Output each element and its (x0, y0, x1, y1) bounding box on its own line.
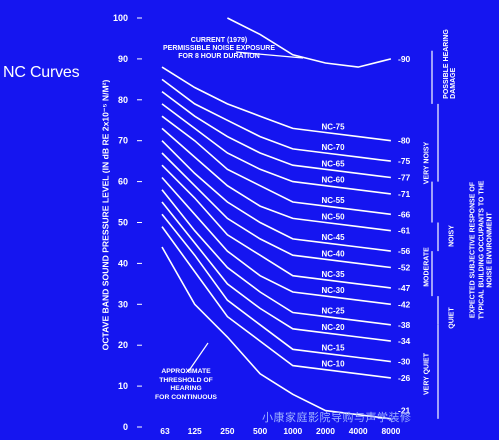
threshold-annotation: APPROXIMATE THRESHOLD OF HEARING FOR CON… (144, 368, 228, 402)
y-axis-title: OCTAVE BAND SOUND PRESSURE LEVEL (IN dB … (101, 80, 112, 351)
curve-osha (227, 17, 392, 68)
osha-line-3: FOR 8 HOUR DURATION (178, 53, 260, 60)
y-tick-label: 60 (118, 177, 128, 187)
curves (161, 17, 392, 420)
threshold-leader-line (187, 342, 209, 373)
curve-label: NC-65 (321, 159, 345, 168)
right-value-label: -42 (398, 299, 411, 309)
curve-label: NC-55 (321, 196, 345, 205)
x-tick-label: 4000 (349, 426, 368, 436)
curve-label: NC-70 (321, 143, 345, 152)
curve-nc-15 (161, 213, 391, 363)
curve-nc-45 (161, 140, 391, 252)
right-value-label: -30 (398, 357, 411, 367)
right-value-label: -56 (398, 246, 411, 256)
x-tick-label: 500 (253, 426, 267, 436)
y-tick-label: 80 (118, 95, 128, 105)
curve-label: NC-45 (321, 233, 345, 242)
curve-label: NC-25 (321, 307, 345, 316)
threshold-line-2: THRESHOLD OF (159, 376, 213, 384)
curve-nc-50 (161, 127, 391, 232)
right-value-label: -75 (398, 156, 411, 166)
threshold-line-3: HEARING (170, 385, 202, 392)
band-label-very-noisy: VERY NOISY (423, 141, 431, 185)
curve-nc-65 (161, 90, 391, 179)
curve-label: NC-10 (321, 360, 345, 369)
curve-nc-35 (161, 164, 391, 289)
curve-threshold (161, 246, 391, 420)
annotation-leaders (187, 51, 304, 373)
band-label-quiet: QUIET (448, 307, 456, 329)
y-tick-label: 50 (118, 218, 128, 228)
subjective-response-note: EXPECTED SUBJECTIVE RESPONSE OF TYPICAL … (469, 180, 494, 320)
curve-label: NC-30 (321, 286, 345, 295)
right-value-label: -66 (398, 209, 411, 219)
curve-nc-55 (161, 115, 391, 216)
right-value-label: -47 (398, 283, 411, 293)
osha-line-2: PERMISSIBLE NOISE EXPOSURE (162, 45, 276, 52)
right-value-label: -21 (398, 406, 411, 416)
threshold-line-1: APPROXIMATE (161, 368, 211, 375)
curve-label: NC-20 (321, 323, 345, 332)
y-tick-label: 10 (118, 381, 128, 391)
band-label-possible-hearing-damage: POSSIBLE HEARING DAMAGE (443, 29, 457, 99)
curve-label: NC-35 (321, 270, 345, 279)
x-tick-label: 1000 (283, 426, 302, 436)
osha-annotation: CURRENT (1979) PERMISSIBLE NOISE EXPOSUR… (139, 37, 299, 61)
curve-nc-70 (161, 78, 391, 162)
y-axis-ticks: 0 10 20 30 40 50 60 70 80 90 100 (113, 13, 142, 432)
band-dividers (431, 50, 439, 419)
right-value-label: -90 (398, 54, 411, 64)
y-tick-label: 40 (118, 258, 128, 268)
curve-nc-60 (161, 103, 391, 195)
band-label-noisy: NOISY (448, 225, 456, 247)
x-axis-ticks: 63 125 250 500 1000 2000 4000 8000 (160, 426, 400, 436)
curve-label: NC-60 (321, 176, 345, 185)
right-value-label: -34 (398, 336, 411, 346)
x-tick-label: 8000 (381, 426, 400, 436)
right-value-label: -61 (398, 226, 411, 236)
curve-nc-40 (161, 152, 391, 269)
curve-nc-20 (161, 201, 391, 342)
band-label-moderate: MODERATE (423, 247, 431, 287)
curve-nc-25 (161, 189, 391, 326)
x-tick-label: 250 (220, 426, 234, 436)
y-tick-label: 20 (118, 340, 128, 350)
right-value-label: -52 (398, 262, 411, 272)
right-value-label: -71 (398, 189, 411, 199)
band-label-very-quiet: VERY QUIET (423, 352, 431, 396)
y-tick-label: 30 (118, 299, 128, 309)
watermark-text: 小康家庭影院导购与声学装修 (262, 411, 412, 424)
osha-leader-line (235, 51, 304, 59)
curve-nc-10 (161, 226, 391, 379)
y-tick-label: 90 (118, 54, 128, 64)
curve-label: NC-15 (321, 343, 345, 352)
curve-label: NC-40 (321, 249, 345, 258)
curve-nc-30 (161, 176, 391, 306)
curve-labels: NC-75 NC-70 NC-65 NC-60 NC-55 NC-50 NC-45 NC-40… (321, 123, 345, 369)
osha-line-1: CURRENT (1979) (190, 37, 248, 44)
right-value-label: -26 (398, 373, 411, 383)
right-value-label: -80 (398, 136, 411, 146)
right-value-label: -77 (398, 173, 411, 183)
y-tick-label: 100 (113, 13, 128, 23)
y-tick-label: 0 (123, 422, 128, 432)
threshold-line-4: FOR CONTINUOUS (155, 393, 217, 401)
y-tick-label: 70 (118, 136, 128, 146)
curve-label: NC-75 (321, 123, 345, 132)
speech-interference-values: -80 -75 -77 -71 -66 -61 -56 -52 -47 -42 -38 -34 -30 -… (398, 54, 411, 416)
x-tick-label: 125 (188, 426, 202, 436)
page-title: NC Curves (3, 64, 80, 81)
y-axis-title-text: OCTAVE BAND SOUND PRESSURE LEVEL (IN dB … (100, 79, 111, 351)
right-value-label: -38 (398, 320, 411, 330)
x-tick-label: 63 (160, 426, 170, 436)
x-tick-label: 2000 (316, 426, 335, 436)
curve-label: NC-50 (321, 213, 345, 222)
curve-nc-75 (161, 66, 391, 142)
